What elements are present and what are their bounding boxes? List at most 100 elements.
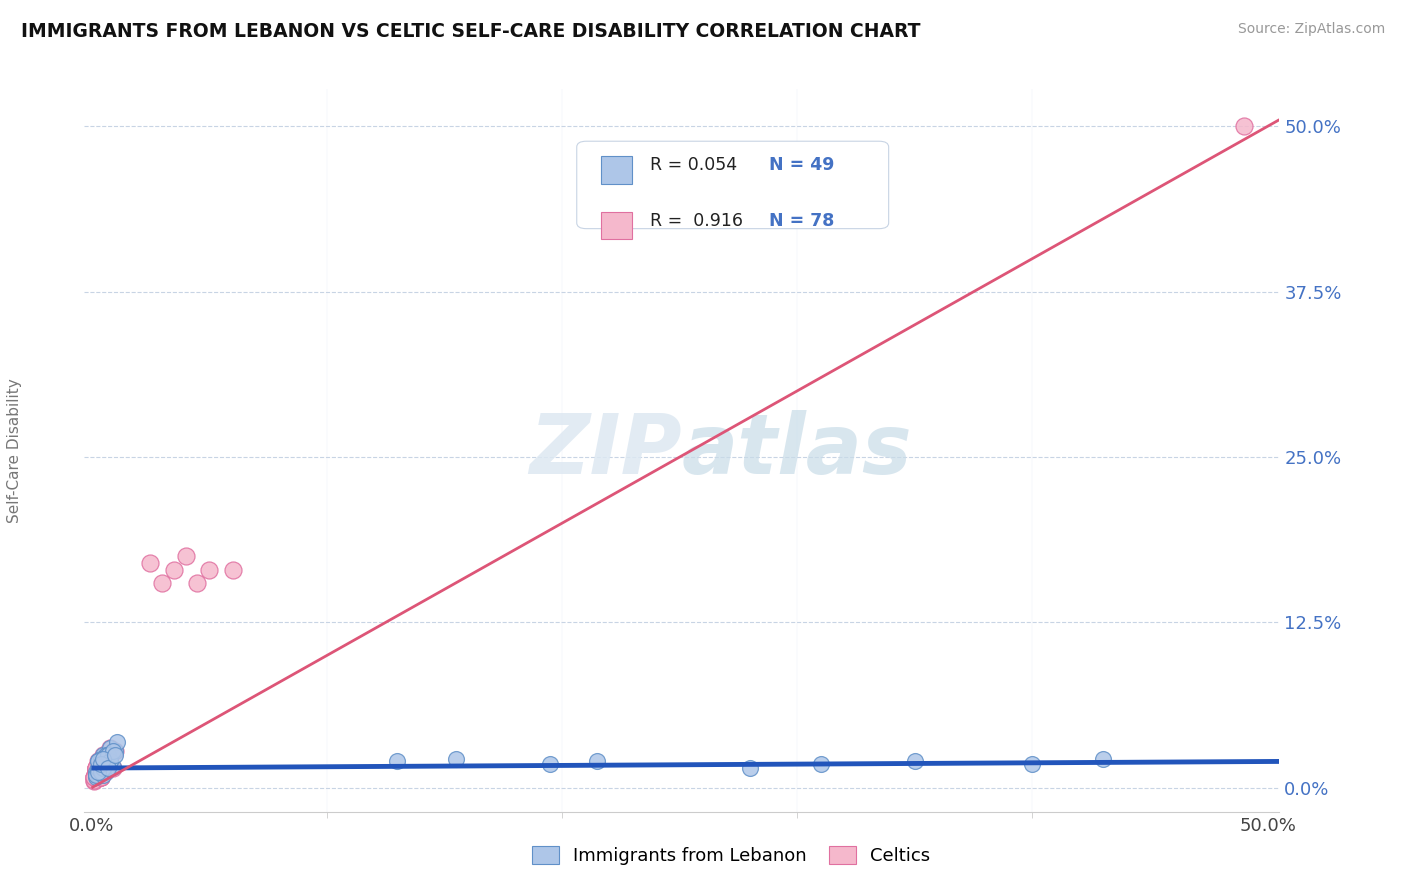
- Point: [87, 755, 110, 769]
- Point: [87, 761, 110, 775]
- Point: [84, 767, 107, 781]
- Point: [163, 563, 186, 577]
- Point: [90, 761, 112, 775]
- Point: [538, 757, 561, 772]
- Text: IMMIGRANTS FROM LEBANON VS CELTIC SELF-CARE DISABILITY CORRELATION CHART: IMMIGRANTS FROM LEBANON VS CELTIC SELF-C…: [21, 22, 921, 41]
- Point: [91, 767, 114, 781]
- Point: [87, 761, 110, 775]
- Point: [91, 755, 114, 769]
- Point: [94, 755, 117, 769]
- Point: [90, 770, 112, 784]
- FancyBboxPatch shape: [600, 212, 631, 239]
- Text: atlas: atlas: [682, 410, 912, 491]
- Point: [97, 747, 120, 762]
- Text: R = 0.054: R = 0.054: [650, 156, 737, 175]
- Point: [87, 757, 110, 772]
- Point: [87, 767, 110, 781]
- Point: [444, 752, 467, 766]
- Point: [94, 761, 117, 775]
- Point: [87, 761, 110, 775]
- Point: [198, 563, 221, 577]
- Point: [1092, 752, 1115, 766]
- Point: [97, 752, 120, 766]
- Point: [84, 764, 107, 779]
- Point: [87, 767, 110, 781]
- Point: [87, 755, 110, 769]
- Point: [1233, 120, 1256, 134]
- Point: [91, 747, 114, 762]
- Point: [94, 764, 117, 779]
- Point: [91, 757, 114, 772]
- Point: [90, 767, 112, 781]
- Point: [90, 767, 112, 781]
- Point: [84, 761, 107, 775]
- Point: [387, 755, 409, 769]
- Point: [84, 770, 107, 784]
- Point: [91, 757, 114, 772]
- Point: [104, 744, 127, 758]
- Point: [97, 757, 120, 772]
- Point: [84, 764, 107, 779]
- Legend: Immigrants from Lebanon, Celtics: Immigrants from Lebanon, Celtics: [524, 838, 938, 872]
- Point: [83, 772, 105, 787]
- Point: [84, 767, 107, 781]
- Point: [90, 757, 112, 772]
- Point: [87, 764, 110, 779]
- Point: [91, 755, 114, 769]
- Point: [90, 767, 112, 781]
- Point: [94, 761, 117, 775]
- Point: [97, 752, 120, 766]
- Text: R =  0.916: R = 0.916: [650, 212, 742, 230]
- Text: ZIP: ZIP: [529, 410, 682, 491]
- Point: [174, 549, 197, 564]
- Point: [87, 764, 110, 779]
- Point: [105, 734, 128, 748]
- Point: [97, 747, 120, 762]
- Point: [87, 761, 110, 775]
- Text: N = 49: N = 49: [769, 156, 835, 175]
- Point: [740, 761, 762, 775]
- Point: [83, 770, 105, 784]
- Point: [87, 764, 110, 779]
- Point: [90, 761, 112, 775]
- Point: [98, 747, 121, 762]
- Point: [87, 761, 110, 775]
- Point: [84, 764, 107, 779]
- Point: [97, 752, 120, 766]
- Point: [87, 755, 110, 769]
- Point: [90, 770, 112, 784]
- Point: [84, 761, 107, 775]
- Point: [98, 741, 121, 756]
- Point: [101, 761, 124, 775]
- Point: [90, 770, 112, 784]
- Point: [90, 752, 112, 766]
- Point: [87, 761, 110, 775]
- Point: [87, 761, 110, 775]
- Point: [83, 770, 105, 784]
- Point: [90, 757, 112, 772]
- Point: [104, 744, 127, 758]
- Point: [84, 761, 107, 775]
- Point: [91, 764, 114, 779]
- Point: [94, 757, 117, 772]
- Point: [94, 747, 117, 762]
- Point: [87, 767, 110, 781]
- Point: [84, 761, 107, 775]
- Point: [90, 757, 112, 772]
- Point: [98, 755, 121, 769]
- Point: [98, 747, 121, 762]
- Point: [90, 764, 112, 779]
- Point: [139, 556, 162, 570]
- Point: [91, 761, 114, 775]
- Point: [94, 757, 117, 772]
- Point: [90, 764, 112, 779]
- Point: [98, 755, 121, 769]
- Point: [84, 770, 107, 784]
- Point: [97, 761, 120, 775]
- Y-axis label: Self-Care Disability: Self-Care Disability: [7, 378, 22, 523]
- Text: Source: ZipAtlas.com: Source: ZipAtlas.com: [1237, 22, 1385, 37]
- Point: [186, 575, 208, 590]
- Point: [87, 764, 110, 779]
- Point: [87, 764, 110, 779]
- Point: [83, 770, 105, 784]
